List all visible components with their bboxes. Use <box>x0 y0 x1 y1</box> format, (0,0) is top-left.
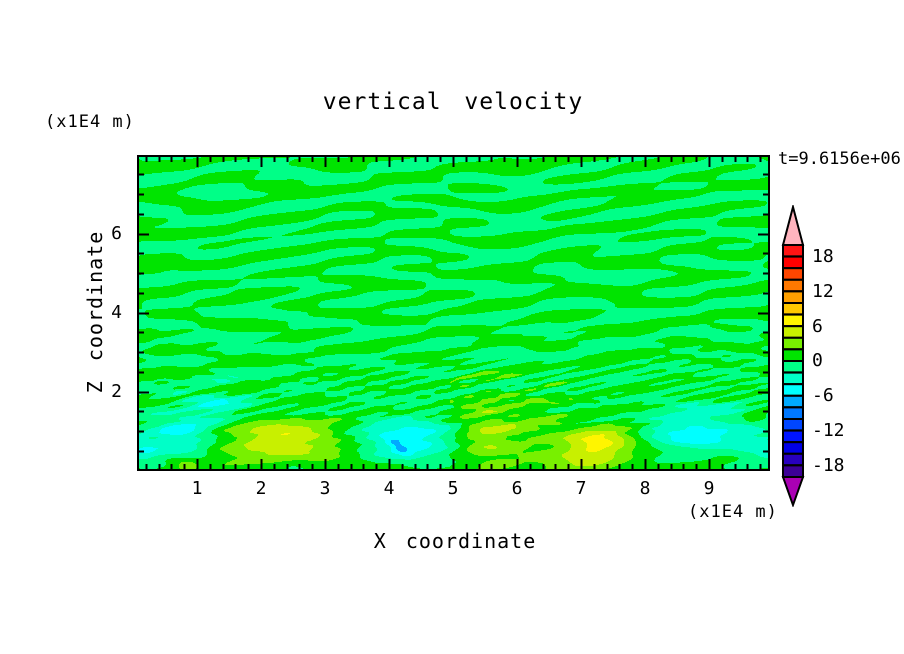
colorbar-label: -12 <box>812 420 845 441</box>
x-tick-label: 3 <box>319 478 331 499</box>
timestamp-label: t=9.6156e+06 <box>778 149 901 169</box>
x-tick-label: 4 <box>383 478 395 499</box>
z-tick-label: 6 <box>111 223 122 244</box>
contour-plot-canvas <box>137 155 770 471</box>
z-tick-label: 2 <box>111 381 122 402</box>
colorbar-canvas <box>781 205 805 507</box>
x-tick-label: 6 <box>511 478 523 499</box>
x-tick-label: 2 <box>255 478 267 499</box>
colorbar-label: 0 <box>812 350 823 371</box>
colorbar-label: -6 <box>812 385 834 406</box>
z-tick-label: 4 <box>111 302 122 323</box>
x-tick-label: 1 <box>191 478 203 499</box>
colorbar-label: -18 <box>812 455 845 476</box>
x-tick-label: 7 <box>575 478 587 499</box>
z-axis-unit-label: (x1E4 m) <box>45 112 135 132</box>
page-title: vertical velocity <box>322 89 584 115</box>
z-axis-title: Z coordinate <box>83 230 107 394</box>
x-tick-label: 9 <box>703 478 715 499</box>
colorbar-label: 12 <box>812 281 834 302</box>
colorbar-label: 18 <box>812 246 834 267</box>
colorbar-label: 6 <box>812 316 823 337</box>
x-axis-unit-label: (x1E4 m) <box>688 502 778 522</box>
x-axis-title: X coordinate <box>373 529 537 553</box>
x-tick-label: 8 <box>639 478 651 499</box>
x-tick-label: 5 <box>447 478 459 499</box>
